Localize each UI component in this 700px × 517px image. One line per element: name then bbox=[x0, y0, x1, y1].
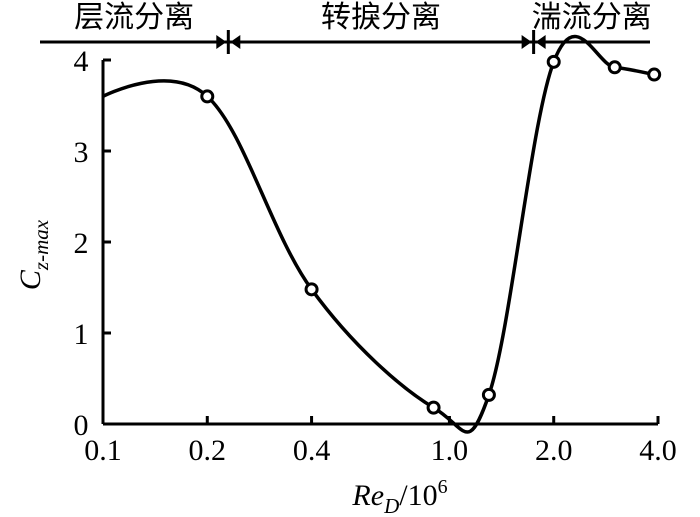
data-point bbox=[304, 282, 319, 297]
axes: 0.1 0.2 0.4 1.0 2.0 4.0 0 1 2 3 4 bbox=[74, 45, 677, 467]
y-tick-label: 1 bbox=[74, 318, 89, 351]
data-point bbox=[426, 400, 441, 415]
y-tick-label: 3 bbox=[74, 136, 89, 169]
x-tick-label: 1.0 bbox=[431, 434, 469, 467]
data-point bbox=[200, 89, 215, 104]
data-point bbox=[546, 54, 561, 69]
y-axis-label-sub: z-max bbox=[29, 219, 53, 271]
data-curve bbox=[102, 34, 655, 434]
axis-labels: Cz-max ReD/106 bbox=[14, 219, 448, 517]
regime-arrowhead bbox=[230, 35, 241, 49]
data-point bbox=[607, 60, 622, 75]
x-axis-label: ReD/106 bbox=[351, 476, 447, 517]
regime-arrowhead bbox=[535, 35, 546, 49]
x-axis-label-main: Re bbox=[351, 479, 384, 512]
y-tick-label: 4 bbox=[74, 45, 89, 78]
y-axis-label: Cz-max bbox=[14, 219, 53, 290]
x-axis-label-sub: D bbox=[383, 494, 399, 517]
data-point bbox=[647, 67, 662, 82]
y-tick-label: 2 bbox=[74, 227, 89, 260]
regime-label: 湍流分离 bbox=[532, 0, 652, 35]
regime-arrowhead bbox=[216, 35, 227, 49]
x-axis-label-rest: /10 bbox=[399, 479, 437, 512]
x-tick-label: 0.4 bbox=[293, 434, 331, 467]
x-tick-label: 2.0 bbox=[535, 434, 573, 467]
regime-band: 层流分离 转捩分离 湍流分离 bbox=[40, 0, 652, 54]
x-tick-label: 4.0 bbox=[639, 434, 677, 467]
y-axis-label-main: C bbox=[14, 269, 47, 290]
data-markers bbox=[200, 54, 662, 415]
y-tick-label: 0 bbox=[74, 409, 89, 442]
x-tick-label: 0.1 bbox=[84, 434, 122, 467]
regime-label: 层流分离 bbox=[74, 0, 194, 35]
data-point bbox=[481, 387, 496, 402]
regime-label: 转捩分离 bbox=[321, 0, 441, 35]
series-line bbox=[102, 34, 655, 434]
x-axis-label-sup: 6 bbox=[438, 476, 448, 498]
x-tick-label: 0.2 bbox=[189, 434, 227, 467]
regime-arrowhead bbox=[521, 35, 532, 49]
